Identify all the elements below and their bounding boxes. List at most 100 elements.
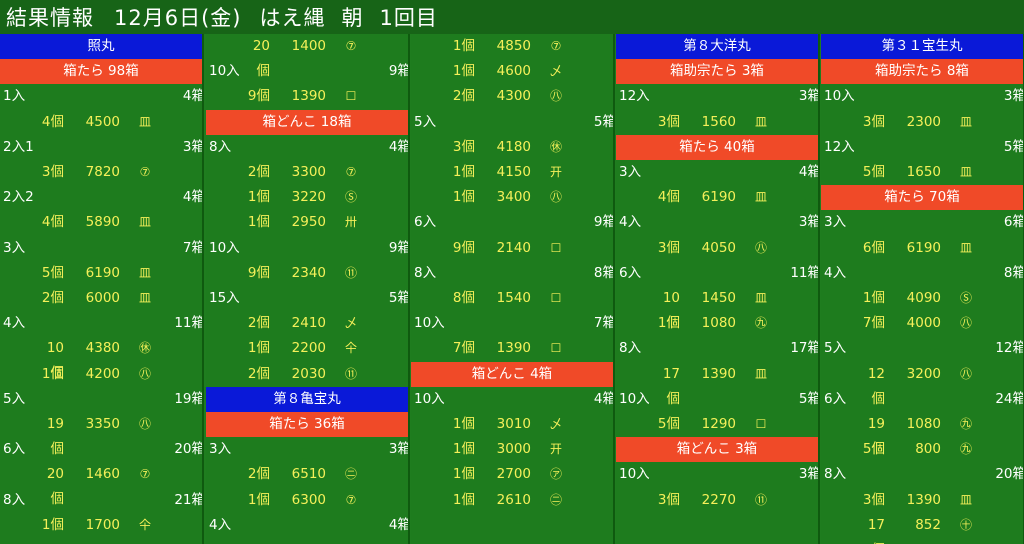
lot-row: 10入 3箱	[616, 462, 818, 487]
lot-row: 10入 9箱	[206, 59, 410, 84]
lot-boxes: 4箱	[388, 516, 410, 533]
lot-boxes: 9箱	[388, 63, 410, 80]
title-market: はえ縄	[259, 6, 326, 30]
bid-count: 12個	[867, 365, 885, 407]
bid-count: 1個	[452, 164, 475, 180]
lot-row: 4入 4箱	[206, 513, 410, 538]
bid-row: 4個 4500 皿	[0, 110, 202, 135]
lot-size: 10入	[209, 239, 240, 256]
lot-size: 8入	[414, 264, 437, 281]
lot-row: 10入 3箱	[821, 84, 1023, 109]
cargo-header: 箱どんこ 18箱	[206, 109, 408, 135]
bid-price: 3300	[291, 164, 326, 180]
buyer-mark-icon: ㊈	[959, 417, 972, 431]
lot-boxes: 3箱	[798, 88, 820, 105]
bid-count: 5個	[657, 416, 680, 432]
boat-header: 第３１宝生丸	[821, 34, 1023, 59]
cargo-header: 箱たら 40箱	[616, 134, 818, 160]
lot-boxes: 8箱	[1003, 264, 1024, 281]
bid-price: 1080	[701, 315, 736, 332]
lot-size: 6入	[414, 214, 437, 231]
lot-row: 12入 3箱	[616, 84, 820, 109]
lot-row: 6入 20箱	[0, 437, 202, 462]
bid-count: 2個	[247, 315, 270, 332]
lot-size: 12入	[824, 138, 855, 155]
bid-row: 4個 5890 皿	[0, 210, 202, 235]
bid-price: 1400	[291, 38, 326, 54]
title-session: 朝	[341, 6, 364, 30]
buyer-mark-icon: ㊇	[138, 417, 151, 431]
bid-count: 4個	[41, 113, 64, 130]
buyer-mark-icon: ☐	[345, 89, 357, 104]
bid-count: 5個	[862, 164, 885, 180]
lot-size: 8入	[3, 491, 26, 508]
bid-count: 20個	[46, 466, 64, 508]
bid-count: 2個	[452, 88, 475, 105]
lot-row: 2入1 3箱	[0, 135, 202, 160]
bid-price: 1450	[701, 290, 736, 306]
lot-row: 6入 9箱	[411, 210, 613, 235]
buyer-mark-icon: ⑦	[139, 165, 151, 179]
bid-row: 17個 1390 皿	[616, 362, 818, 407]
lot-boxes: 17箱	[790, 340, 820, 357]
buyer-mark-icon: ㊇	[138, 366, 151, 381]
buyer-mark-icon: 卅	[344, 215, 357, 230]
lot-row: 5入 5箱	[411, 110, 615, 135]
lot-size: 10入	[209, 63, 240, 80]
boat-header: 照丸	[0, 34, 202, 59]
bid-price: 1390	[291, 88, 326, 105]
lot-boxes: 4箱	[798, 164, 820, 180]
lot-size: 6入	[619, 264, 642, 281]
bid-count: 7個	[862, 315, 885, 332]
cargo-header: 箱たら 70箱	[821, 185, 1023, 211]
bid-price: 4000	[906, 315, 941, 332]
buyer-mark-icon: 皿	[754, 114, 767, 129]
buyer-mark-icon: ㊇	[549, 190, 562, 205]
bid-count: 3個	[452, 138, 475, 155]
bid-row: 9個 1390 ☐	[206, 84, 408, 109]
lot-boxes: 21箱	[174, 491, 204, 508]
buyer-mark-icon: Ⓢ	[344, 190, 357, 205]
bid-count: 1個	[452, 491, 475, 508]
lot-row: 10入 9箱	[206, 236, 408, 261]
bid-price: 2270	[701, 491, 736, 508]
buyer-mark-icon: 皿	[138, 114, 151, 129]
lot-boxes: 19箱	[174, 390, 204, 407]
buyer-mark-icon: ㊁	[549, 492, 562, 507]
bid-row: 1個 4600 乄	[411, 59, 613, 84]
bid-price: 3220	[291, 189, 326, 206]
bid-row: 12個 3200 ㊇	[821, 362, 1023, 407]
lot-boxes: 5箱	[798, 390, 820, 407]
lot-boxes: 5箱	[593, 113, 615, 130]
bid-count: 2個	[247, 365, 270, 382]
lot-row: 3入 4箱	[616, 160, 820, 185]
bid-row: 3個 1560 皿	[616, 110, 818, 135]
bid-count: 1個	[452, 416, 475, 432]
auction-column-2: 20個 1400 ⑦ 10入 9箱 9個 1390 ☐ 箱どんこ 18箱 8入 4箱 2個 3300 ⑦ 1…	[206, 34, 410, 544]
buyer-mark-icon: ㊉	[959, 517, 972, 532]
bid-count: 2個	[247, 466, 270, 483]
bid-count: 9個	[452, 239, 475, 256]
bid-price: 3000	[496, 441, 531, 458]
buyer-mark-icon: 仐	[344, 341, 357, 356]
buyer-mark-icon: ⑪	[344, 265, 357, 280]
lot-row: 4入 8箱	[821, 261, 1024, 286]
bid-row: 1個 3010 乄	[411, 412, 613, 437]
lot-boxes: 6箱	[1003, 214, 1024, 231]
bid-count: 6個	[862, 239, 885, 256]
bid-price: 1390	[906, 491, 941, 508]
auction-column-4: 第８大洋丸 箱助宗たら 3箱 12入 3箱 3個 1560 皿箱たら 40箱 3入 4箱 4個 61…	[616, 34, 820, 544]
buyer-mark-icon: 皿	[138, 215, 151, 230]
bid-price: 3400	[496, 189, 531, 206]
lot-size: 5入	[3, 390, 26, 407]
bid-row: 1個 2700 ㋐	[411, 462, 613, 487]
bid-price: 1080	[906, 416, 941, 432]
bid-row: 17個 852 ㊉	[821, 513, 1023, 544]
lot-boxes: 5箱	[1003, 138, 1024, 155]
bid-row: 5個 1650 皿	[821, 160, 1023, 185]
bid-count: 1個	[41, 365, 64, 382]
bid-price: 3010	[496, 416, 531, 432]
lot-row: 8入 8箱	[411, 261, 613, 286]
bid-row: 10個 1450 皿	[616, 286, 818, 331]
lot-size: 5入	[824, 340, 847, 357]
